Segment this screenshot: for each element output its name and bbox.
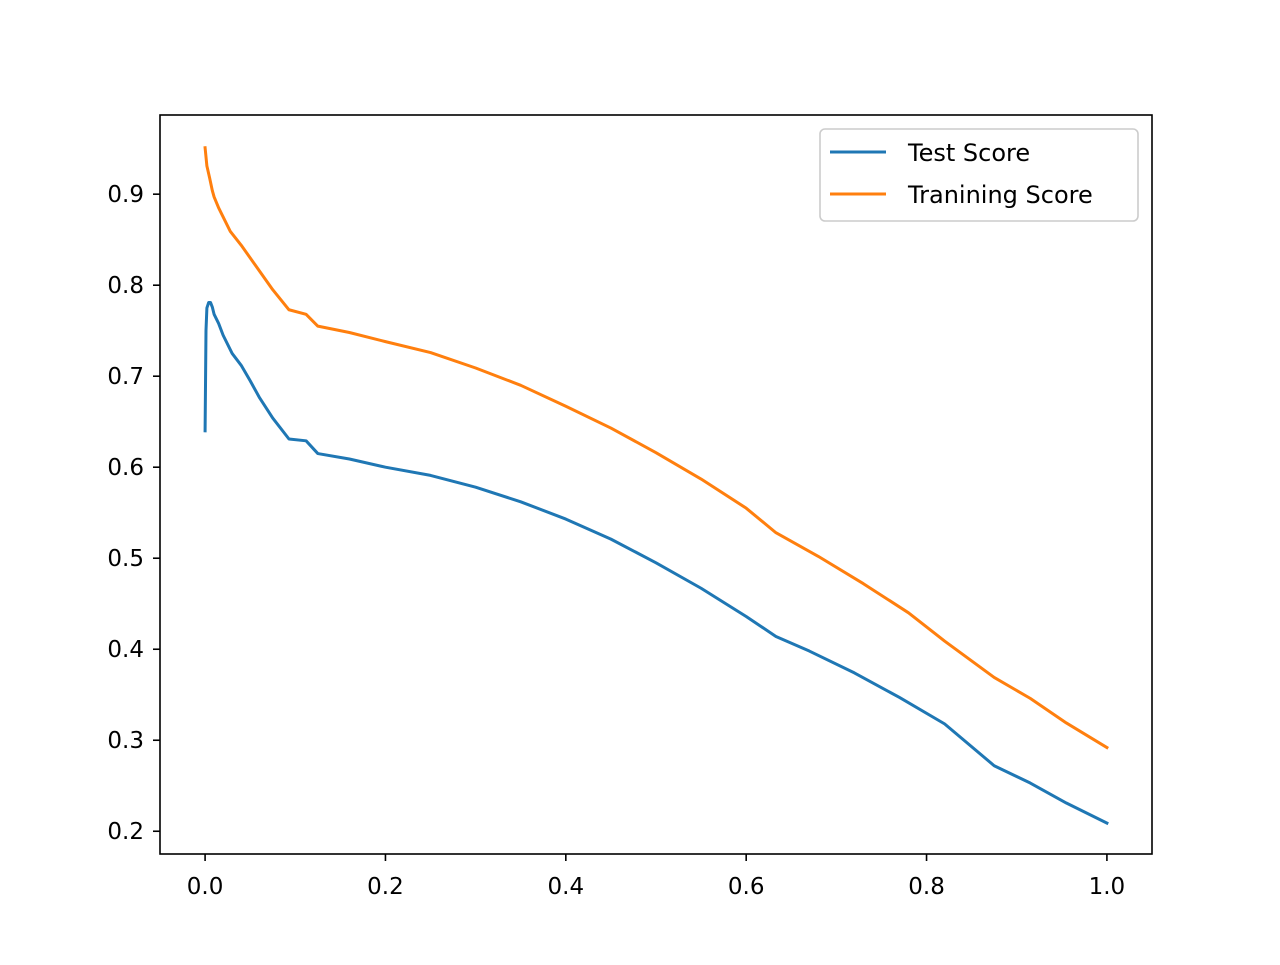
x-axis: 0.0 0.2 0.4 0.6 0.8 1.0 <box>187 854 1125 900</box>
series-line-1 <box>203 146 1109 750</box>
series-layer <box>203 146 1109 826</box>
y-tick-label: 0.2 <box>107 819 144 845</box>
y-tick-label: 0.6 <box>107 455 144 481</box>
legend-box <box>819 128 1139 222</box>
legend-label: Test Score <box>907 139 1030 167</box>
y-axis: 0.2 0.3 0.4 0.5 0.6 0.7 0.8 0.9 <box>107 182 160 845</box>
plot-frame <box>159 114 1153 855</box>
x-tick-label: 0.2 <box>367 874 404 900</box>
series-line-0 <box>203 300 1109 826</box>
x-tick-label: 0.0 <box>187 874 224 900</box>
y-tick-label: 0.9 <box>107 182 144 208</box>
y-tick-label: 0.3 <box>107 728 144 754</box>
y-tick-label: 0.5 <box>107 546 144 572</box>
x-tick-label: 0.4 <box>548 874 585 900</box>
y-tick-label: 0.4 <box>107 637 144 663</box>
x-tick-label: 1.0 <box>1089 874 1126 900</box>
legend: Test Score Tranining Score <box>819 128 1139 222</box>
legend-label: Tranining Score <box>907 181 1093 209</box>
x-tick-label: 0.8 <box>908 874 945 900</box>
x-tick-label: 0.6 <box>728 874 765 900</box>
y-tick-label: 0.8 <box>107 273 144 299</box>
plot-area <box>160 115 1152 854</box>
y-tick-label: 0.7 <box>107 364 144 390</box>
